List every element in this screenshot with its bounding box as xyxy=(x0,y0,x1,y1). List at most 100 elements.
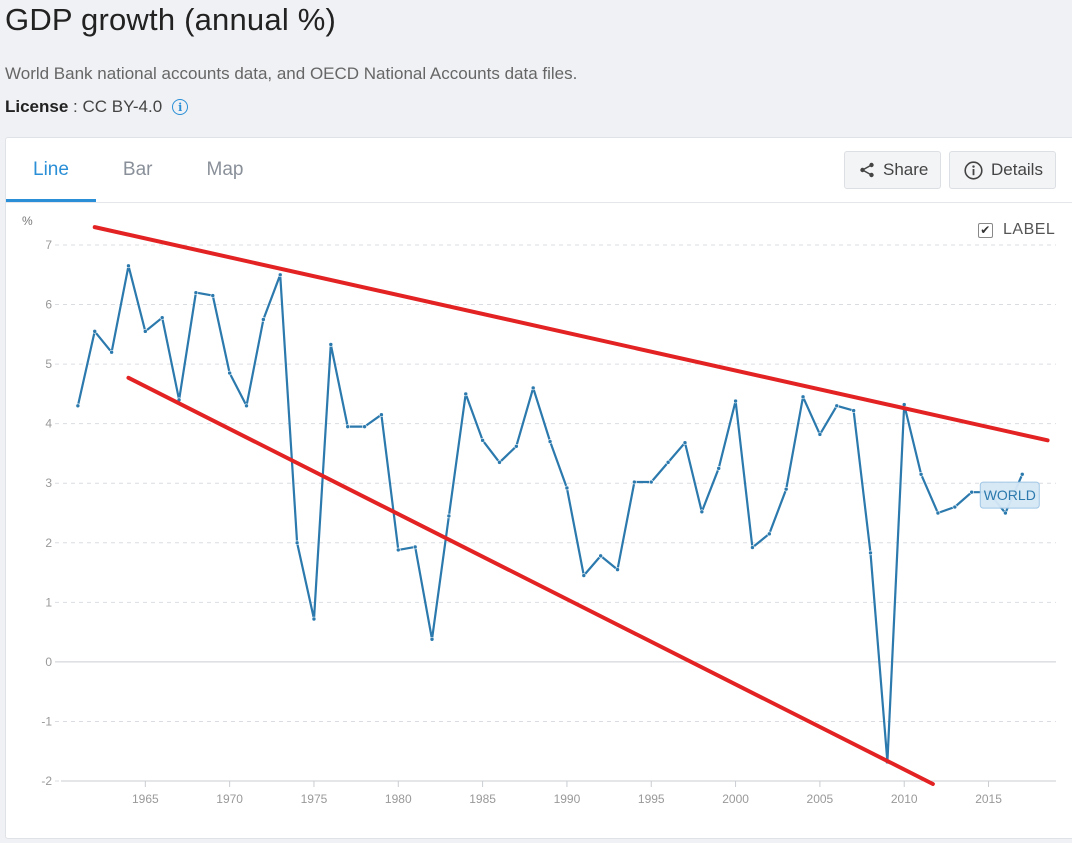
data-point xyxy=(665,460,671,465)
data-point xyxy=(615,567,620,572)
x-tick-label: 2005 xyxy=(807,792,834,806)
x-tick-label: 1990 xyxy=(554,792,581,806)
data-point xyxy=(733,398,738,404)
details-button[interactable]: Details xyxy=(949,151,1056,189)
label-checkbox[interactable]: ✔ xyxy=(978,222,993,238)
x-tick-label: 1965 xyxy=(132,792,159,806)
series-label-text: WORLD xyxy=(984,487,1036,503)
data-point xyxy=(244,403,249,409)
data-point xyxy=(395,547,401,553)
data-point xyxy=(800,394,806,400)
data-point xyxy=(362,424,367,429)
line-chart: % 7 6 5 4 3 2 1 0 -1 -2 1965 1970 1975 1980 1985 1990 199… xyxy=(22,214,1056,806)
y-tick-label: -1 xyxy=(41,714,52,728)
data-point xyxy=(581,573,587,578)
data-point xyxy=(379,412,384,418)
y-tick-label: 1 xyxy=(45,595,52,609)
data-point xyxy=(750,545,755,550)
x-tick-label: 1970 xyxy=(216,792,243,806)
data-point xyxy=(952,504,958,510)
info-icon[interactable]: i xyxy=(172,99,189,115)
y-tick-label: 7 xyxy=(45,238,52,252)
data-point xyxy=(294,540,300,546)
tab-map[interactable]: Map xyxy=(206,159,244,180)
x-tick-label: 2000 xyxy=(722,792,749,806)
data-point xyxy=(834,403,840,409)
share-icon xyxy=(859,162,875,178)
data-point xyxy=(632,479,637,485)
data-point xyxy=(851,408,856,413)
license-label: License xyxy=(5,97,69,116)
y-tick-label: 3 xyxy=(45,476,52,490)
y-tick-label: -2 xyxy=(41,774,52,788)
x-tick-label: 2010 xyxy=(891,792,918,806)
trend-line xyxy=(126,375,935,786)
data-point xyxy=(682,440,688,446)
data-point xyxy=(345,424,350,429)
data-point xyxy=(311,616,317,622)
data-point xyxy=(463,391,469,397)
data-point xyxy=(328,342,334,347)
data-point xyxy=(159,315,165,320)
label-toggle[interactable]: ✔ LABEL xyxy=(978,221,1055,239)
y-tick-label: 4 xyxy=(45,417,52,431)
x-tick-label: 1975 xyxy=(301,792,328,806)
data-point xyxy=(429,636,435,642)
license-value: CC BY-4.0 xyxy=(82,97,163,116)
series-label-badge: WORLD xyxy=(979,481,1040,509)
page-title: GDP growth (annual %) xyxy=(5,2,337,37)
data-point xyxy=(1019,471,1025,477)
data-point xyxy=(75,403,81,409)
y-tick-label: 2 xyxy=(45,536,52,550)
data-point xyxy=(210,293,216,298)
data-point xyxy=(126,263,131,269)
view-tabs: Line Bar Map xyxy=(6,138,270,202)
license-separator: : xyxy=(68,97,83,116)
data-point xyxy=(783,486,789,492)
data-point xyxy=(969,489,974,495)
y-tick-label: 6 xyxy=(45,298,52,312)
share-button[interactable]: Share xyxy=(844,151,941,189)
tab-divider xyxy=(6,202,1072,203)
data-point xyxy=(227,370,232,376)
x-tick-label: 1985 xyxy=(469,792,496,806)
data-point xyxy=(193,290,199,295)
data-point xyxy=(109,349,114,355)
data-point xyxy=(648,479,654,485)
data-point xyxy=(767,531,772,537)
y-tick-label: 0 xyxy=(45,655,52,669)
y-axis-label: % xyxy=(22,214,33,228)
data-point xyxy=(530,385,536,391)
data-point xyxy=(480,438,485,443)
x-tick-label: 2015 xyxy=(975,792,1002,806)
label-toggle-text: LABEL xyxy=(1003,221,1056,238)
data-point xyxy=(716,466,722,471)
trend-line xyxy=(92,225,1050,443)
chart-card: Line Bar Map Share Details ✔ LAB xyxy=(5,137,1072,839)
data-point xyxy=(817,432,823,437)
series-line xyxy=(76,264,1024,764)
y-tick-label: 5 xyxy=(45,357,52,371)
data-point xyxy=(497,460,502,465)
data-point xyxy=(918,471,924,477)
tab-line[interactable]: Line xyxy=(6,138,96,202)
x-tick-label: 1980 xyxy=(385,792,412,806)
source-text: World Bank national accounts data, and O… xyxy=(5,64,578,83)
data-point xyxy=(564,485,570,491)
data-point xyxy=(412,544,418,550)
data-point xyxy=(446,513,452,519)
details-label: Details xyxy=(991,160,1043,179)
data-point xyxy=(261,317,266,322)
data-point xyxy=(935,510,941,516)
data-point xyxy=(277,272,283,278)
series-label-box xyxy=(979,481,1040,509)
data-point xyxy=(514,443,519,449)
data-point xyxy=(143,329,148,334)
data-point xyxy=(1003,510,1008,516)
x-tick-label: 1995 xyxy=(638,792,665,806)
data-point xyxy=(598,553,603,559)
data-point xyxy=(547,439,553,444)
share-label: Share xyxy=(883,160,929,179)
tab-bar[interactable]: Bar xyxy=(122,159,153,180)
info-circle-icon xyxy=(964,160,983,180)
